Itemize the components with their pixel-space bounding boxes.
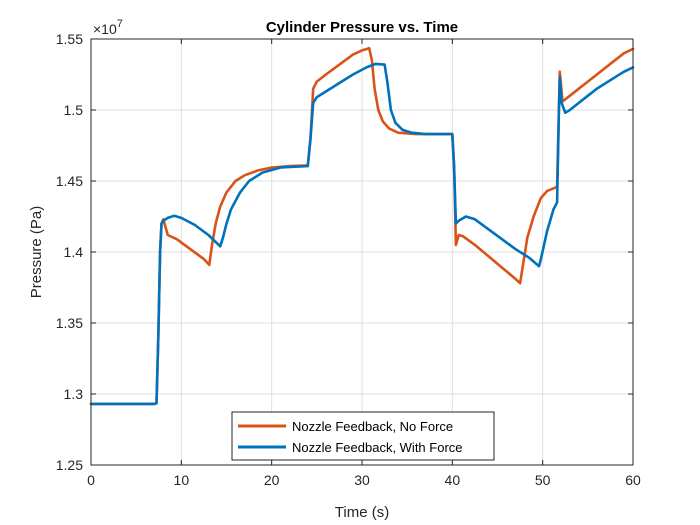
y-tick-label: 1.3 [64, 386, 84, 402]
series-group [89, 46, 635, 406]
y-axis-label: Pressure (Pa) [28, 206, 45, 299]
ticks: 0 10 20 30 40 50 60 1.25 1.3 1.35 1.4 1.45 1.5 1.55 [56, 31, 641, 488]
legend-box [231, 411, 495, 461]
y-exponent-power: 7 [117, 18, 123, 30]
x-tick-label: 0 [87, 472, 95, 488]
legend: Nozzle Feedback, No Force Nozzle Feedbac… [231, 411, 495, 461]
legend-label-with-force: Nozzle Feedback, With Force [292, 440, 463, 455]
y-tick-label: 1.55 [56, 31, 83, 47]
x-tick-label: 40 [445, 472, 461, 488]
grid [91, 39, 633, 465]
chart-title: Cylinder Pressure vs. Time [266, 19, 458, 36]
y-tick-label: 1.45 [56, 173, 83, 189]
plot-area: 0 10 20 30 40 50 60 1.25 1.3 1.35 1.4 1.45 1.5 1.55 [56, 31, 641, 488]
x-tick-label: 10 [174, 472, 190, 488]
y-exponent-base: ×10 [93, 21, 117, 37]
y-tick-label: 1.25 [56, 457, 83, 473]
y-tick-label: 1.35 [56, 315, 83, 331]
x-axis-label: Time (s) [335, 504, 389, 521]
legend-label-no-force: Nozzle Feedback, No Force [292, 419, 453, 434]
y-exponent-label: ×107 [93, 18, 123, 37]
y-tick-label: 1.4 [64, 244, 84, 260]
series-line-with-force [89, 62, 635, 406]
y-tick-label: 1.5 [64, 102, 84, 118]
x-tick-label: 50 [535, 472, 551, 488]
x-tick-label: 30 [354, 472, 370, 488]
x-tick-label: 60 [625, 472, 641, 488]
x-tick-label: 20 [264, 472, 280, 488]
